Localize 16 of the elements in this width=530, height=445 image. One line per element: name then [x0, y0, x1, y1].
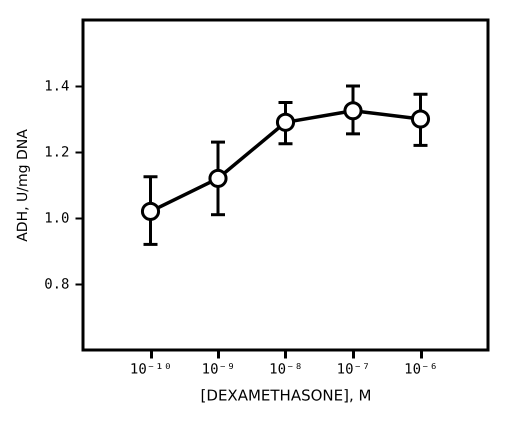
x-tick-label: 10⁻⁶ [404, 362, 438, 378]
y-tick-label: 0.8 [44, 276, 70, 292]
x-tick-label: 10⁻⁷ [336, 362, 370, 378]
x-tick-label: 10⁻¹⁰ [130, 362, 172, 378]
y-axis-title: ADH, U/mg DNA [15, 128, 32, 242]
y-tick-label: 1.4 [44, 78, 70, 94]
x-axis-title: [DEXAMETHASONE], M [200, 386, 372, 404]
x-tick-label: 10⁻⁸ [269, 362, 303, 378]
point [140, 202, 160, 221]
point [343, 101, 363, 120]
x-tick-label: 10⁻⁹ [202, 362, 236, 378]
y-tick-label: 1.0 [44, 210, 70, 226]
point [208, 168, 228, 188]
y-tick-label: 1.2 [44, 144, 70, 160]
point [410, 109, 430, 129]
point [276, 112, 296, 132]
